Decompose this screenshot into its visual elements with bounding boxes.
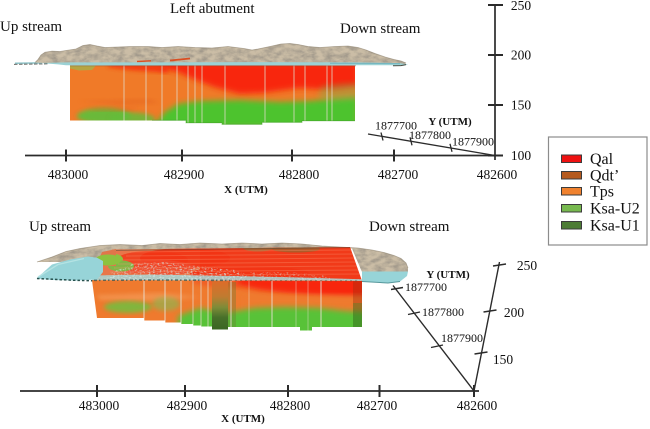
svg-text:150: 150 [493,352,514,367]
svg-text:482600: 482600 [457,398,498,413]
svg-text:X (UTM): X (UTM) [221,413,265,425]
svg-text:Tps: Tps [590,184,614,201]
svg-text:1877900: 1877900 [452,135,494,149]
svg-text:200: 200 [511,48,532,63]
svg-text:483000: 483000 [79,398,120,413]
svg-text:482700: 482700 [378,167,419,182]
svg-text:482700: 482700 [357,398,398,413]
svg-text:Up stream: Up stream [29,219,91,235]
svg-text:Y (UTM): Y (UTM) [428,116,472,128]
svg-text:1877800: 1877800 [422,305,464,319]
svg-text:1877800: 1877800 [409,128,451,142]
svg-text:Qal: Qal [590,151,614,168]
svg-text:482600: 482600 [477,167,518,182]
svg-text:Down stream: Down stream [340,21,421,37]
svg-text:250: 250 [517,258,538,273]
svg-text:1877700: 1877700 [405,280,447,294]
svg-text:Ksa-U2: Ksa-U2 [590,201,640,218]
svg-text:250: 250 [511,0,532,13]
svg-text:X (UTM): X (UTM) [224,184,268,196]
svg-text:483000: 483000 [48,167,89,182]
svg-text:Up stream: Up stream [0,19,62,35]
svg-text:482900: 482900 [167,398,208,413]
svg-text:Y (UTM): Y (UTM) [426,269,470,281]
svg-text:1877700: 1877700 [375,119,417,133]
svg-text:482800: 482800 [270,398,311,413]
svg-text:100: 100 [511,148,532,163]
svg-text:150: 150 [511,98,532,113]
svg-text:Left abutment: Left abutment [170,1,255,17]
svg-text:1877900: 1877900 [441,331,483,345]
svg-text:Down stream: Down stream [369,219,450,235]
svg-text:200: 200 [504,305,525,320]
svg-text:Qdt’: Qdt’ [590,168,619,185]
svg-text:482900: 482900 [164,167,205,182]
svg-text:Ksa-U1: Ksa-U1 [590,218,640,235]
svg-text:482800: 482800 [279,167,320,182]
